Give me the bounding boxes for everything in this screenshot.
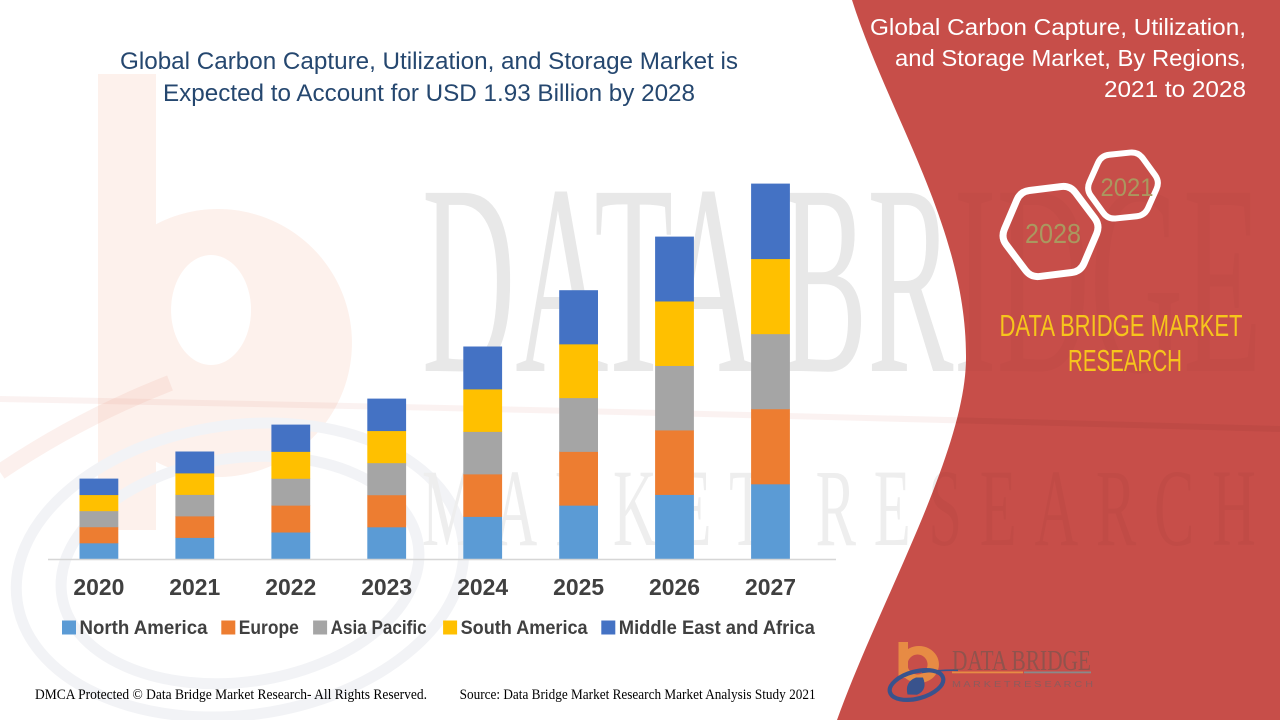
svg-text:DATA BRIDGE MARKET: DATA BRIDGE MARKET [1000,308,1243,343]
svg-text:South America: South America [461,617,588,639]
svg-text:2021 to 2028: 2021 to 2028 [1104,76,1246,102]
svg-text:2022: 2022 [265,574,316,600]
svg-text:Expected to Account for USD 1.: Expected to Account for USD 1.93 Billion… [163,80,695,107]
svg-text:2024: 2024 [457,574,508,600]
svg-text:2026: 2026 [649,574,700,600]
svg-text:2023: 2023 [361,574,412,600]
svg-text:Asia Pacific: Asia Pacific [331,617,427,639]
svg-text:and Storage Market, By Regions: and Storage Market, By Regions, [895,45,1246,71]
svg-text:DMCA Protected © Data Bridge M: DMCA Protected © Data Bridge Market Rese… [35,687,427,703]
svg-text:M A R K E T R E S E A R C H: M A R K E T R E S E A R C H [952,679,1093,689]
svg-text:2025: 2025 [553,574,604,600]
svg-text:Middle East and Africa: Middle East and Africa [619,617,815,639]
svg-text:Source: Data Bridge Market Res: Source: Data Bridge Market Research Mark… [460,687,816,703]
svg-text:Global Carbon Capture, Utiliza: Global Carbon Capture, Utilization, [870,14,1246,40]
svg-text:2020: 2020 [73,574,124,600]
svg-text:Europe: Europe [239,617,299,639]
svg-text:Global Carbon Capture, Utiliza: Global Carbon Capture, Utilization, and … [120,48,738,75]
svg-text:2021: 2021 [169,574,220,600]
svg-text:2027: 2027 [745,574,796,600]
svg-text:2021: 2021 [1101,174,1154,202]
svg-text:North America: North America [80,617,208,639]
svg-text:RESEARCH: RESEARCH [1068,343,1182,378]
svg-text:2028: 2028 [1025,218,1081,249]
